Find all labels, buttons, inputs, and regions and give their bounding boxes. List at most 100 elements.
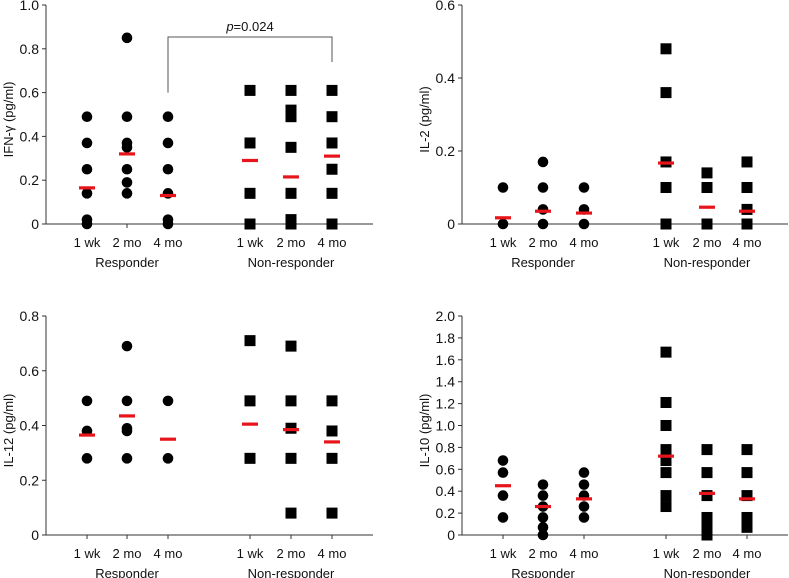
data-point-circle <box>497 512 509 523</box>
data-point-square <box>701 218 713 230</box>
data-point-square <box>326 84 338 96</box>
significance-bracket <box>167 36 333 93</box>
data-point-square <box>660 455 672 467</box>
y-tick-label: 0.6 <box>20 363 40 379</box>
x-tick-label: 1 wk <box>237 546 264 561</box>
y-tick-label: 1.6 <box>436 352 456 368</box>
data-point-circle <box>497 182 509 193</box>
x-tick-label: 2 mo <box>277 546 306 561</box>
median-line <box>242 422 258 426</box>
data-point-square <box>660 420 672 431</box>
y-axis-label: IL-12 (pg/ml) <box>1 394 16 468</box>
data-point-circle <box>81 163 93 175</box>
data-point-circle <box>162 111 174 122</box>
data-point-circle <box>578 479 590 490</box>
data-point-circle <box>537 529 549 541</box>
data-point-circle <box>578 501 590 512</box>
data-point-circle <box>537 204 549 215</box>
y-tick-label: 2.0 <box>436 308 456 324</box>
chart-panel-3: 0 0.2 0.4 0.6 0.8 IL-12 (pg/ml) 1 wk 2 mo 4 mo Re… <box>1 308 373 578</box>
data-point-circle <box>578 182 590 193</box>
data-point-square <box>326 395 338 407</box>
x-tick-label: 4 mo <box>570 235 599 250</box>
median-line <box>242 158 258 163</box>
data-point-circle <box>162 218 174 230</box>
x-tick-label: 2 mo <box>529 546 558 561</box>
data-point-square <box>244 452 256 464</box>
data-point-circle <box>81 188 93 199</box>
x-tick-label: 1 wk <box>490 235 517 250</box>
data-point-square <box>326 163 338 175</box>
data-point-square <box>244 335 256 347</box>
data-point-circle <box>81 453 93 464</box>
data-point-square <box>244 395 256 407</box>
data-point-square <box>741 156 753 168</box>
x-tick-label: 1 wk <box>490 546 517 561</box>
group-label: Responder <box>95 566 159 578</box>
data-point-circle <box>162 163 174 175</box>
data-point-square <box>660 444 672 456</box>
data-point-circle <box>537 182 549 193</box>
median-line <box>324 154 340 158</box>
median-line <box>79 433 95 437</box>
y-tick-label: 0 <box>447 527 455 543</box>
data-point-square <box>701 467 713 479</box>
data-point-square <box>701 490 713 502</box>
median-line <box>576 211 592 215</box>
y-tick-label: 0.4 <box>436 70 456 86</box>
data-point-circle <box>81 137 93 149</box>
data-point-square <box>244 84 256 96</box>
data-point-square <box>326 111 338 123</box>
data-point-circle <box>497 490 509 501</box>
median-line <box>283 175 299 179</box>
data-point-circle <box>578 467 590 478</box>
data-point-square <box>660 467 672 479</box>
x-tick-label: 1 wk <box>653 546 680 561</box>
data-point-circle <box>121 177 133 188</box>
data-point-square <box>285 340 297 352</box>
group-label: Responder <box>95 255 159 270</box>
data-point-circle <box>162 137 174 149</box>
data-point-square <box>741 490 753 502</box>
y-tick-label: 0 <box>447 216 455 232</box>
x-tick-label: 1 wk <box>237 235 264 250</box>
data-point-circle <box>121 111 133 122</box>
data-point-circle <box>162 453 174 464</box>
data-point-square <box>660 346 672 358</box>
data-point-circle <box>121 142 133 153</box>
data-point-square <box>244 187 256 199</box>
y-tick-label: 0.8 <box>436 439 456 455</box>
data-point-square <box>701 511 713 523</box>
data-point-circle <box>537 218 549 230</box>
data-point-square <box>244 137 256 149</box>
data-point-square <box>326 507 338 519</box>
data-point-square <box>660 43 672 55</box>
median-line <box>324 440 340 444</box>
y-tick-label: 0.8 <box>20 41 40 57</box>
data-point-square <box>701 444 713 456</box>
median-line <box>658 454 674 458</box>
data-point-circle <box>537 156 549 168</box>
data-point-square <box>285 111 297 123</box>
y-tick-label: 0.4 <box>20 418 40 434</box>
y-axis-label: IL-2 (pg/ml) <box>417 86 432 152</box>
group-label: Responder <box>511 566 575 578</box>
data-point-circle <box>121 453 133 464</box>
median-line <box>160 437 176 441</box>
data-point-square <box>285 218 297 230</box>
y-tick-label: 0.2 <box>20 172 40 188</box>
median-line <box>739 209 755 213</box>
data-point-circle <box>497 218 509 230</box>
p-value: =0.024 <box>234 19 274 34</box>
data-point-square <box>741 182 753 193</box>
y-tick-label: 1.8 <box>436 330 456 346</box>
chart-panel-2: 0 0.2 0.4 0.6 IL-2 (pg/ml) 1 wk 2 mo 4 mo Respon… <box>417 0 788 270</box>
data-point-circle <box>537 522 549 533</box>
y-tick-label: 1.2 <box>436 396 456 412</box>
data-point-square <box>326 187 338 199</box>
x-tick-label: 1 wk <box>653 235 680 250</box>
group-label: Non-responder <box>248 566 335 578</box>
median-line <box>495 484 511 488</box>
data-point-circle <box>121 32 133 44</box>
